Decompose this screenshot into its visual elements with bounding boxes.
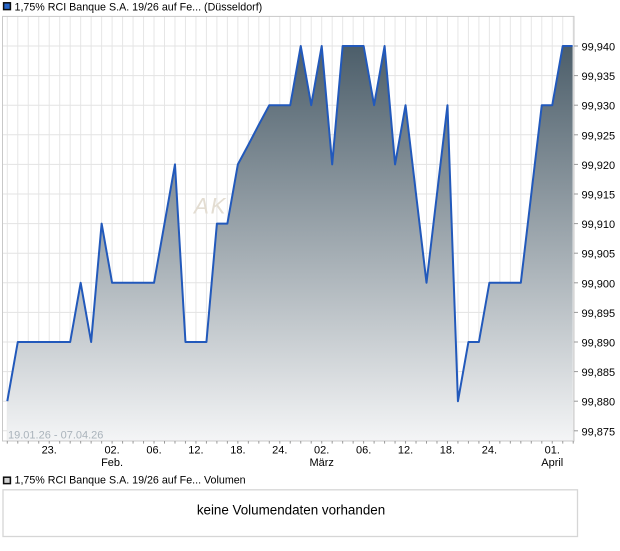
svg-text:18.: 18. (230, 444, 245, 456)
svg-text:18.: 18. (440, 444, 455, 456)
svg-text:99,890: 99,890 (582, 338, 616, 350)
svg-text:99,880: 99,880 (582, 397, 616, 409)
svg-text:19.01.26 - 07.04.26: 19.01.26 - 07.04.26 (8, 430, 103, 442)
svg-text:12.: 12. (188, 444, 203, 456)
svg-text:1,75% RCI Banque S.A. 19/26 au: 1,75% RCI Banque S.A. 19/26 auf Fe... (D… (15, 1, 263, 13)
svg-text:24.: 24. (272, 444, 287, 456)
svg-text:99,940: 99,940 (582, 42, 616, 54)
svg-text:99,900: 99,900 (582, 278, 616, 290)
svg-text:99,910: 99,910 (582, 219, 616, 231)
svg-text:99,935: 99,935 (582, 71, 616, 83)
svg-text:99,915: 99,915 (582, 190, 616, 202)
svg-text:Feb.: Feb. (101, 457, 123, 469)
svg-text:02.: 02. (314, 444, 329, 456)
svg-text:02.: 02. (104, 444, 119, 456)
svg-text:keine Volumendaten vorhanden: keine Volumendaten vorhanden (197, 502, 385, 517)
svg-text:06.: 06. (356, 444, 371, 456)
svg-text:24.: 24. (482, 444, 497, 456)
svg-text:April: April (541, 457, 563, 469)
svg-text:99,895: 99,895 (582, 308, 616, 320)
svg-text:99,875: 99,875 (582, 426, 616, 438)
svg-text:01.: 01. (545, 444, 560, 456)
svg-text:1,75% RCI Banque S.A. 19/26 au: 1,75% RCI Banque S.A. 19/26 auf Fe... Vo… (15, 475, 246, 487)
svg-text:99,930: 99,930 (582, 101, 616, 113)
svg-text:AK: AK (192, 193, 227, 218)
svg-text:99,885: 99,885 (582, 367, 616, 379)
svg-text:12.: 12. (398, 444, 413, 456)
svg-text:99,920: 99,920 (582, 160, 616, 172)
svg-text:06.: 06. (146, 444, 161, 456)
svg-text:23.: 23. (42, 444, 57, 456)
svg-text:99,905: 99,905 (582, 249, 616, 261)
svg-text:99,925: 99,925 (582, 130, 616, 142)
svg-text:März: März (309, 457, 333, 469)
